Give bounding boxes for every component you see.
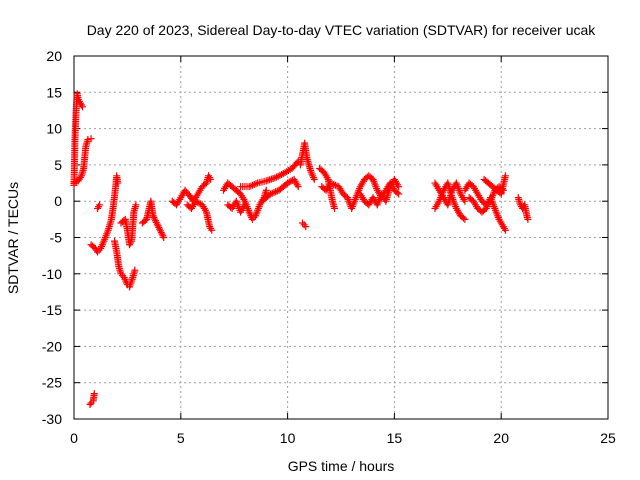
data-point [272, 188, 280, 196]
data-point [270, 188, 278, 196]
y-tick-label: 20 [46, 48, 62, 64]
y-tick-label: 0 [54, 193, 62, 209]
y-tick-label: -25 [42, 375, 62, 391]
data-point [326, 179, 334, 187]
x-tick-label: 0 [70, 430, 78, 446]
data-point [249, 181, 257, 189]
data-point [267, 190, 275, 198]
data-point [294, 183, 302, 191]
data-point [268, 189, 276, 197]
data-point [331, 204, 339, 212]
data-point [310, 175, 318, 183]
data-point [160, 234, 168, 241]
data-point [79, 103, 87, 111]
data-point [154, 222, 162, 230]
data-point [151, 217, 159, 225]
data-point [250, 181, 258, 189]
data-point [90, 390, 98, 398]
data-point [328, 180, 336, 188]
y-tick-label: -5 [50, 230, 63, 246]
data-point [524, 215, 532, 223]
data-point [76, 173, 84, 181]
y-tick-label: -15 [42, 302, 62, 318]
data-point [157, 228, 165, 236]
data-point [150, 213, 158, 221]
data-point [501, 226, 509, 234]
x-tick-label: 20 [493, 430, 509, 446]
data-point [331, 181, 339, 189]
data-point [155, 223, 163, 231]
data-point [459, 214, 467, 222]
data-point [156, 225, 164, 233]
data-point [262, 186, 270, 194]
x-tick-labels: 0 5 10 15 20 25 [70, 430, 616, 446]
data-point [461, 215, 469, 223]
data-point [87, 135, 95, 143]
y-tick-label: 15 [46, 84, 62, 100]
data-point [96, 201, 104, 209]
y-axis-label: SDTVAR / TECUs [5, 182, 21, 294]
chart-title: Day 220 of 2023, Sidereal Day-to-day VTE… [87, 22, 597, 38]
data-point [132, 201, 140, 209]
y-tick-label: -30 [42, 411, 62, 427]
y-tick-label: 10 [46, 121, 62, 137]
x-tick-label: 25 [600, 430, 616, 446]
y-tick-label: -10 [42, 266, 62, 282]
y-tick-label: 5 [54, 157, 62, 173]
data-point [158, 230, 166, 238]
data-point [149, 212, 157, 220]
data-point [114, 179, 122, 187]
data-point [330, 181, 338, 189]
data-point [395, 183, 403, 191]
data-point [252, 180, 260, 188]
data-point [131, 266, 139, 274]
data-point [247, 182, 255, 190]
data-point [395, 190, 403, 198]
data-point [207, 175, 215, 183]
data-point [84, 135, 92, 143]
y-tick-label: -20 [42, 338, 62, 354]
data-point [86, 400, 94, 408]
data-point [393, 189, 401, 197]
data-point [152, 218, 160, 226]
y-tick-labels: -30 -25 -20 -15 -10 -5 0 5 10 15 20 [42, 48, 62, 427]
data-points [70, 90, 532, 408]
data-point [153, 220, 161, 228]
data-point [151, 215, 159, 223]
data-point [461, 197, 469, 205]
data-point [501, 172, 509, 180]
x-tick-label: 10 [280, 430, 296, 446]
data-point [302, 223, 310, 231]
grid-lines [74, 56, 608, 419]
x-tick-label: 5 [177, 430, 185, 446]
x-tick-label: 15 [387, 430, 403, 446]
data-point [159, 232, 167, 240]
data-point [156, 227, 164, 235]
data-point [245, 183, 253, 191]
x-axis-label: GPS time / hours [288, 458, 395, 474]
data-point [241, 201, 249, 209]
data-point [208, 226, 216, 234]
tick-marks [73, 55, 609, 420]
